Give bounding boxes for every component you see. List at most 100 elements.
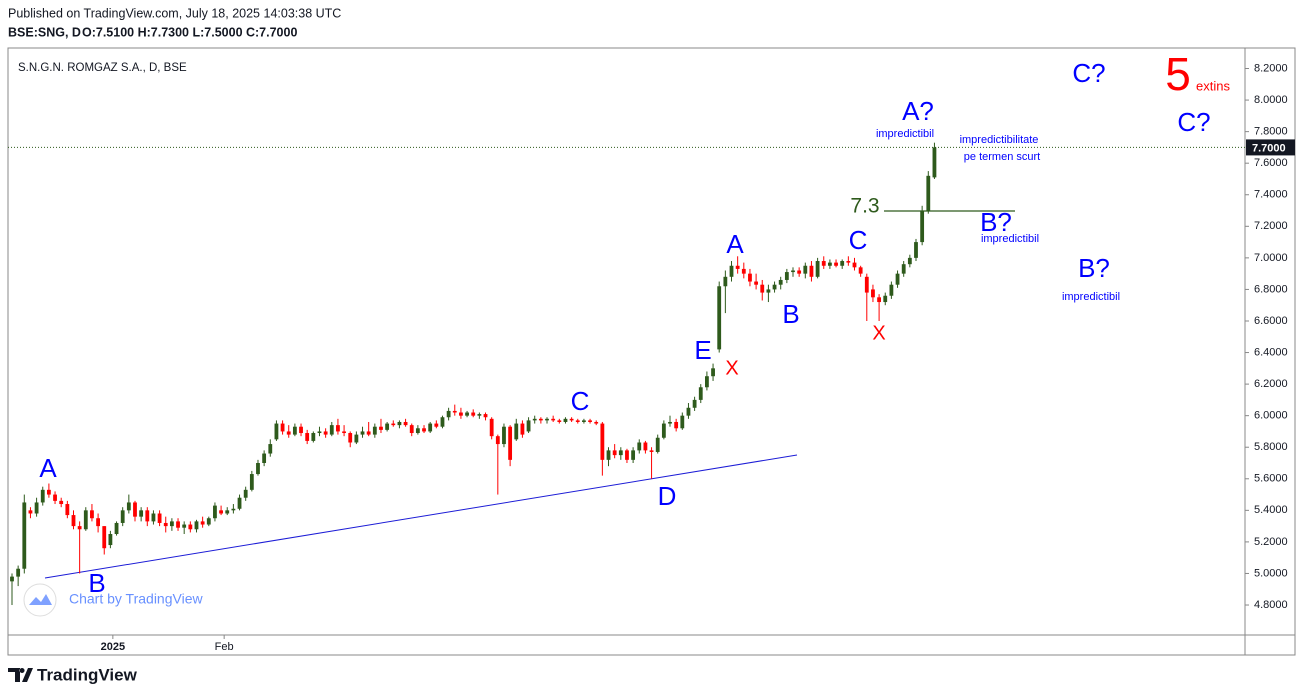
trend-line [44, 454, 798, 579]
candle-body [883, 295, 888, 303]
candle-body [182, 524, 187, 528]
y-tick-label: 6.8000 [1254, 283, 1288, 295]
candle-body [366, 431, 371, 435]
annotation: C [571, 386, 590, 416]
candle-body [932, 147, 937, 178]
candle-body [323, 431, 328, 435]
y-tick-label: 7.0000 [1254, 252, 1288, 264]
candle-body [717, 286, 722, 350]
candle-body [588, 420, 592, 422]
candle-body [53, 494, 57, 501]
candle-body [360, 431, 365, 435]
candle-body [582, 420, 586, 422]
candle-body [379, 426, 383, 430]
candle-body [754, 281, 759, 285]
candle-body [711, 368, 715, 377]
footer-text: TradingView [37, 665, 138, 684]
candle-body [674, 421, 679, 429]
annotation: C? [1072, 58, 1105, 88]
candle-body [557, 420, 562, 422]
candle-body [545, 418, 549, 421]
watermark-logo [23, 583, 57, 617]
candle-body [280, 423, 285, 432]
candle-body [385, 423, 390, 430]
candle-body [563, 418, 568, 422]
candle-body [686, 407, 691, 416]
candle-body [213, 505, 217, 519]
y-tick-label: 7.6000 [1254, 157, 1288, 169]
candle-body [231, 508, 236, 511]
y-tick-label: 7.8000 [1254, 126, 1288, 138]
annotation: impredictibil [1062, 291, 1120, 303]
candle-body [311, 433, 316, 441]
candle-body [151, 513, 156, 522]
candle-body [871, 289, 875, 298]
annotation: C [849, 225, 868, 255]
annotation: 5 [1165, 48, 1191, 100]
symbol: BSE:SNG, D [8, 25, 81, 39]
candle-body [502, 426, 506, 445]
candle-body [895, 273, 900, 285]
annotation: E [694, 335, 711, 365]
last-price-box [1246, 139, 1295, 156]
candle-body [274, 423, 279, 440]
candle-body [914, 242, 918, 258]
candle-body [471, 412, 476, 416]
candle-body [434, 423, 439, 427]
candle-body [163, 522, 168, 527]
candle-body [403, 421, 408, 426]
candle-body [446, 410, 451, 418]
candle-body [889, 284, 894, 296]
candle-body [514, 423, 519, 440]
candle-body [729, 265, 734, 277]
candle-body [907, 257, 912, 265]
candle-body [415, 428, 420, 434]
watermark-icon [29, 594, 52, 605]
ohlc: O:7.5100 H:7.7300 L:7.5000 C:7.7000 [82, 25, 297, 39]
candle-body [600, 423, 605, 460]
candle-body [120, 510, 125, 523]
candle-body [637, 442, 642, 451]
candle-body [169, 521, 174, 527]
candle-body [16, 568, 21, 577]
annotation: extins [1196, 78, 1230, 93]
candle-body [526, 420, 531, 432]
candle-body [286, 431, 291, 435]
candle-body [409, 425, 414, 434]
candle-body [803, 265, 808, 274]
candle-body [65, 504, 70, 516]
candle-body [520, 423, 525, 435]
candle-body [268, 444, 273, 454]
candle-body [661, 423, 666, 438]
candle-body [108, 534, 113, 546]
candle-body [791, 270, 795, 273]
candle-body [748, 273, 752, 282]
annotation: pe termen scurt [964, 151, 1040, 163]
annotation: X [725, 357, 738, 379]
candle-body [840, 261, 845, 266]
candle-body [348, 433, 353, 443]
candle-body [926, 175, 931, 211]
y-tick-label: 5.2000 [1254, 536, 1288, 548]
candle-body [145, 510, 150, 522]
candle-body [489, 418, 494, 437]
footer-icon [8, 668, 33, 682]
y-tick-label: 6.6000 [1254, 315, 1288, 327]
candle-body [262, 453, 267, 464]
candle-body [809, 265, 814, 277]
candle-body [397, 421, 402, 426]
candle-body [735, 265, 740, 269]
candle-body [692, 399, 697, 408]
watermark: Chart by TradingView [23, 583, 203, 617]
candle-body [508, 426, 513, 460]
candle-body [176, 521, 180, 528]
candle-body [612, 450, 617, 456]
candle-body [797, 270, 802, 274]
candle-body [698, 387, 703, 400]
candle-body [495, 436, 500, 445]
candle-body [815, 261, 820, 277]
y-tick-label: 8.2000 [1254, 62, 1288, 74]
y-tick-label: 6.2000 [1254, 378, 1288, 390]
candle-body [465, 412, 469, 416]
